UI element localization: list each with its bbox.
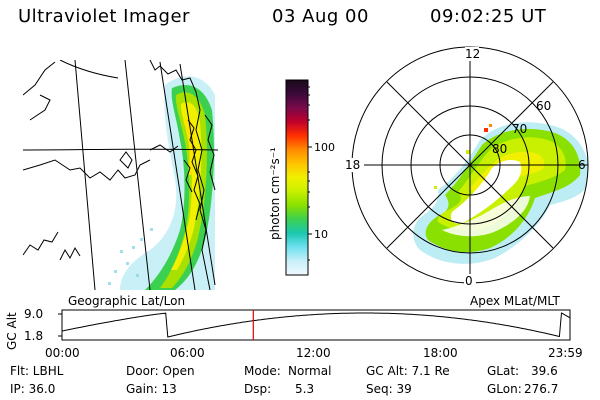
xtick-1800: 18:00 — [423, 346, 458, 360]
info-glon-value: 276.7 — [524, 382, 558, 396]
info-door: Door: Open — [126, 364, 195, 378]
orbit-timeline: 9.0 1.8 GC Alt 00:00 06:00 12:00 18:00 2… — [5, 307, 583, 360]
geographic-map — [23, 60, 218, 290]
mlt-label-12: 12 — [465, 47, 480, 61]
ytick-1-8: 1.8 — [24, 329, 43, 343]
colorbar-tick-10: 10 — [314, 228, 328, 241]
mlt-label-0: 0 — [465, 274, 473, 288]
ytick-9: 9.0 — [24, 307, 43, 321]
polar-grid — [351, 46, 589, 284]
image-date: 03 Aug 00 — [272, 6, 369, 27]
timeline-axis-label: GC Alt — [5, 312, 19, 350]
coastlines — [23, 60, 216, 290]
mlt-label-18: 18 — [345, 158, 360, 172]
info-gain: Gain: 13 — [126, 382, 177, 396]
colorbar-fill — [286, 80, 308, 275]
info-glat-value: 39.6 — [531, 364, 558, 378]
info-dsp-value: 5.3 — [295, 382, 314, 396]
colorbar-unit-label: photon cm⁻²s⁻¹ — [268, 147, 282, 240]
lat-label-80: 80 — [492, 142, 507, 156]
mlt-label-6: 6 — [578, 158, 586, 172]
info-panel: Flt: LBHL Door: Open Mode: Normal GC Alt… — [10, 364, 558, 396]
info-glon-label: GLon: — [487, 382, 522, 396]
info-ip: IP: 36.0 — [10, 382, 55, 396]
timeline-ticks — [58, 313, 62, 337]
colorbar-tick-100: 100 — [314, 141, 335, 154]
image-time: 09:02:25 UT — [430, 6, 547, 27]
lat-label-60: 60 — [536, 99, 551, 113]
colorbar: 100 10 photon cm⁻²s⁻¹ — [268, 79, 335, 276]
instrument-title: Ultraviolet Imager — [18, 6, 190, 27]
colorbar-frame — [285, 79, 309, 276]
info-mode-value: Normal — [288, 364, 331, 378]
info-flt: Flt: LBHL — [10, 364, 64, 378]
timeline-frame — [61, 309, 571, 341]
info-seq: Seq: 39 — [366, 382, 412, 396]
info-mode-label: Mode: — [244, 364, 281, 378]
info-dsp-label: Dsp: — [244, 382, 271, 396]
info-gcalt: GC Alt: 7.1 Re — [366, 364, 450, 378]
altitude-curve — [61, 312, 571, 338]
geographic-label: Geographic Lat/Lon — [68, 294, 185, 308]
apex-label: Apex MLat/MLT — [470, 294, 560, 308]
xtick-0000: 00:00 — [45, 346, 80, 360]
polar-plot: 12 18 6 0 60 70 80 — [344, 46, 589, 288]
info-glat-label: GLat: — [487, 364, 519, 378]
lat-label-70: 70 — [512, 122, 527, 136]
xtick-2359: 23:59 — [548, 346, 583, 360]
xtick-0600: 06:00 — [170, 346, 205, 360]
colorbar-ticks — [308, 86, 312, 261]
xtick-1200: 12:00 — [296, 346, 331, 360]
